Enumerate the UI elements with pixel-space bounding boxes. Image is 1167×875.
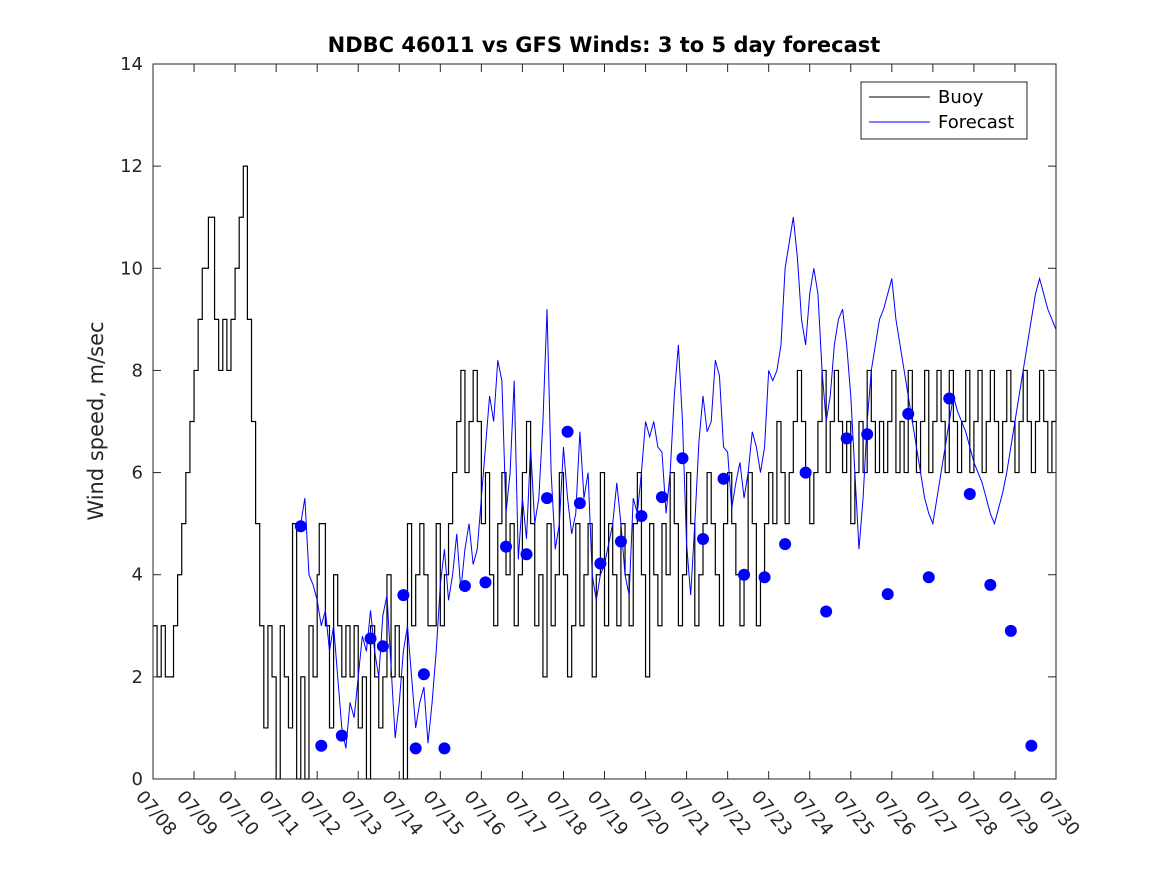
x-tick-label: 07/30: [1034, 787, 1083, 840]
forecast-point: [799, 466, 812, 479]
forecast-point: [294, 520, 307, 533]
x-tick-label: 07/08: [131, 787, 180, 840]
forecast-point: [335, 729, 348, 742]
x-tick-label: 07/15: [418, 787, 467, 840]
forecast-point: [697, 532, 710, 545]
forecast-point: [614, 535, 627, 548]
forecast-line: [300, 217, 1057, 749]
x-tick-label: 07/25: [829, 787, 878, 840]
forecast-point: [520, 548, 533, 561]
x-tick-label: 07/16: [460, 787, 509, 840]
x-tick-label: 07/21: [665, 787, 714, 840]
plot-area: [153, 64, 1056, 779]
forecast-point: [594, 557, 607, 570]
forecast-point: [738, 568, 751, 581]
x-tick-label: 07/28: [952, 787, 1001, 840]
y-tick-label: 2: [132, 667, 143, 688]
y-tick-label: 14: [120, 54, 143, 75]
forecast-point: [861, 428, 874, 441]
forecast-points: [294, 392, 1038, 755]
forecast-point: [573, 497, 586, 510]
legend-label-forecast: Forecast: [938, 112, 1014, 133]
x-tick-label: 07/26: [870, 787, 919, 840]
forecast-point: [984, 578, 997, 591]
forecast-point: [655, 491, 668, 504]
forecast-point: [561, 425, 574, 438]
y-tick-label: 8: [132, 360, 143, 381]
forecast-point: [409, 742, 422, 755]
y-tick-label: 0: [132, 769, 143, 790]
x-tick-label: 07/23: [747, 787, 796, 840]
forecast-point: [758, 571, 771, 584]
buoy-series: [153, 165, 1057, 780]
forecast-point: [881, 588, 894, 601]
x-tick-label: 07/20: [624, 787, 673, 840]
chart-title: NDBC 46011 vs GFS Winds: 3 to 5 day fore…: [328, 33, 881, 57]
y-tick-label: 4: [132, 565, 143, 586]
legend-box: [860, 81, 1028, 140]
legend: Buoy Forecast: [860, 81, 1028, 140]
forecast-point: [840, 432, 853, 445]
forecast-point: [820, 605, 833, 618]
x-tick-label: 07/29: [993, 787, 1042, 840]
forecast-point: [963, 488, 976, 501]
y-tick-label: 6: [132, 463, 143, 484]
forecast-point: [1004, 624, 1017, 637]
x-tick-label: 07/09: [172, 787, 221, 840]
x-tick-label: 07/14: [377, 787, 426, 840]
y-tick-label: 12: [120, 156, 143, 177]
forecast-point: [541, 492, 554, 505]
y-axis-label: Wind speed, m/sec: [84, 321, 108, 520]
forecast-point: [676, 452, 689, 465]
legend-label-buoy: Buoy: [938, 87, 984, 108]
forecast-point: [458, 579, 471, 592]
forecast-point: [438, 742, 451, 755]
forecast-point: [376, 640, 389, 653]
forecast-point: [417, 668, 430, 681]
forecast-point: [779, 538, 792, 551]
x-tick-label: 07/27: [911, 787, 960, 840]
forecast-point: [315, 739, 328, 752]
forecast-point: [922, 571, 935, 584]
x-tick-label: 07/12: [295, 787, 344, 840]
forecast-point: [479, 576, 492, 589]
x-tick-label: 07/13: [336, 787, 385, 840]
x-tick-label: 07/11: [254, 787, 303, 840]
forecast-point: [902, 407, 915, 420]
forecast-series: [300, 217, 1057, 749]
forecast-point: [635, 509, 648, 522]
x-tick-label: 07/22: [706, 787, 755, 840]
forecast-point: [717, 472, 730, 485]
x-tick-label: 07/17: [501, 787, 550, 840]
y-axis: 0 2 4 6 8 10 12 14: [120, 54, 1056, 790]
forecast-point: [499, 540, 512, 553]
buoy-line: [153, 165, 1057, 780]
forecast-point: [943, 392, 956, 405]
x-tick-label: 07/18: [542, 787, 591, 840]
x-tick-label: 07/24: [788, 787, 837, 840]
x-tick-label: 07/19: [583, 787, 632, 840]
forecast-point: [1025, 739, 1038, 752]
forecast-point: [397, 589, 410, 602]
forecast-point: [364, 632, 377, 645]
x-tick-label: 07/10: [213, 787, 262, 840]
y-tick-label: 10: [120, 258, 143, 279]
